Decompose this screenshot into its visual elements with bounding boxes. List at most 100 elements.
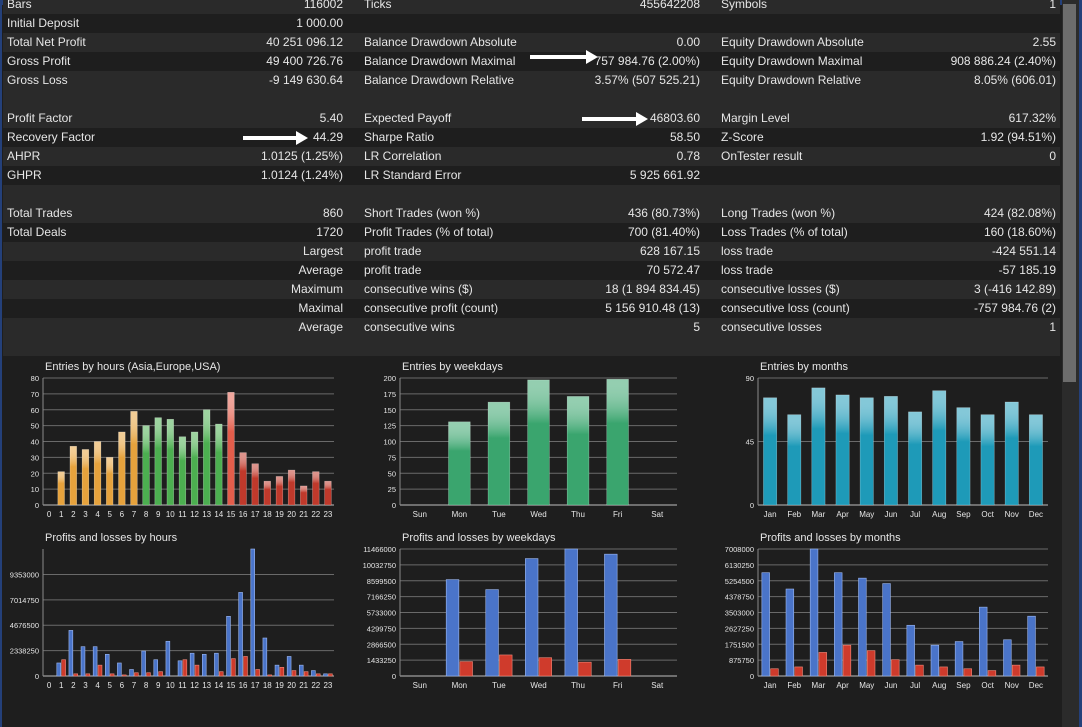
entries-bar-highlight xyxy=(932,390,947,506)
x-tick-label: Dec xyxy=(1029,681,1043,690)
x-tick-label: 4 xyxy=(95,510,100,519)
profit-bar xyxy=(214,652,219,677)
x-tick-label: 23 xyxy=(323,510,332,519)
stat-label: Gross Profit xyxy=(7,54,71,68)
stats-row: Gross Loss -9 149 630.64 Balance Drawdown … xyxy=(3,71,1060,90)
x-tick-label: Jan xyxy=(764,681,777,690)
x-tick-label: 2 xyxy=(71,681,76,690)
loss-bar xyxy=(328,673,333,677)
x-tick-label: May xyxy=(859,681,874,690)
y-tick-label: 150 xyxy=(383,406,396,415)
x-tick-label: Oct xyxy=(981,510,994,519)
stat-label: Balance Drawdown Absolute xyxy=(364,35,517,49)
stat-label: Ticks xyxy=(364,0,392,11)
x-tick-label: Mon xyxy=(452,510,468,519)
loss-bar xyxy=(578,661,592,677)
x-tick-label: May xyxy=(859,510,874,519)
loss-bar xyxy=(219,671,224,677)
stat-value: 0.78 xyxy=(676,149,700,163)
x-tick-label: 12 xyxy=(190,681,199,690)
y-tick-label: 4676500 xyxy=(10,621,39,630)
y-tick-label: 1751500 xyxy=(725,640,754,649)
x-tick-label: 5 xyxy=(107,510,112,519)
stat-value: 1720 xyxy=(316,225,343,239)
y-tick-label: 2627250 xyxy=(725,624,754,633)
entries-bar-highlight xyxy=(275,476,284,506)
profit-bar xyxy=(68,630,74,677)
loss-bar xyxy=(866,650,876,677)
profit-bar xyxy=(882,583,891,677)
profit-bar xyxy=(250,548,255,677)
x-tick-label: Wed xyxy=(530,681,546,690)
profit-bar xyxy=(954,641,964,677)
profit-bar xyxy=(153,659,158,677)
stat-label: Equity Drawdown Relative xyxy=(721,73,862,87)
stat-label: profit trade xyxy=(364,263,422,277)
x-tick-label: 10 xyxy=(166,681,175,690)
loss-bar xyxy=(85,673,91,677)
stat-label: Profit Factor xyxy=(7,111,73,125)
stat-value: 617.32% xyxy=(1008,111,1056,125)
stat-value: 628 167.15 xyxy=(639,244,700,258)
stat-value: -57 185.19 xyxy=(998,263,1056,277)
y-tick-label: 125 xyxy=(383,422,396,431)
entries-bar-highlight xyxy=(908,411,923,506)
y-tick-label: 50 xyxy=(31,422,39,431)
x-tick-label: Sun xyxy=(413,681,427,690)
stat-label: GHPR xyxy=(7,168,42,182)
loss-bar xyxy=(794,666,803,677)
window-left-border xyxy=(0,0,2,727)
profit-bar xyxy=(858,577,867,677)
x-tick-label: 21 xyxy=(299,681,308,690)
stat-value: 0 xyxy=(1049,149,1056,163)
y-tick-label: 0 xyxy=(750,672,754,681)
y-tick-label: 8599500 xyxy=(367,577,396,586)
stat-value: 860 xyxy=(322,206,343,220)
scrollbar-thumb[interactable] xyxy=(1063,4,1076,382)
stat-value: 116002 xyxy=(303,0,343,11)
entries-bar-highlight xyxy=(118,431,126,506)
entries-bar-highlight xyxy=(69,445,77,506)
entries-bar-highlight xyxy=(263,480,271,506)
stat-value: 1.92 (94.51%) xyxy=(980,130,1056,144)
x-tick-label: Oct xyxy=(981,681,994,690)
y-tick-label: 9353000 xyxy=(10,570,39,579)
stat-value: 3 (-416 142.89) xyxy=(973,282,1056,296)
y-tick-label: 6130250 xyxy=(725,561,754,570)
chart-title: Profits and losses by months xyxy=(760,532,901,544)
x-tick-label: 4 xyxy=(95,681,100,690)
stat-value: 436 (80.73%) xyxy=(627,206,700,220)
stats-row: Profit Factor 5.40 Expected Payoff 46803.60… xyxy=(3,109,1060,128)
x-tick-label: 14 xyxy=(214,510,223,519)
entries-bar-highlight xyxy=(190,431,199,506)
chart-title: Entries by hours (Asia,Europe,USA) xyxy=(45,361,221,373)
stat-value: 3.57% (507 525.21) xyxy=(594,73,700,87)
y-tick-label: 45 xyxy=(746,438,754,447)
profit-bar xyxy=(56,662,61,677)
entries-bar-highlight xyxy=(1004,401,1019,506)
x-tick-label: 2 xyxy=(71,510,76,519)
stat-label: Z-Score xyxy=(721,130,764,144)
y-tick-label: 50 xyxy=(388,469,396,478)
stat-value: 5 xyxy=(693,320,700,334)
stat-value: -424 551.14 xyxy=(991,244,1056,258)
x-tick-label: Fri xyxy=(613,510,623,519)
profit-bar xyxy=(286,656,292,677)
x-tick-label: 3 xyxy=(83,681,88,690)
x-tick-label: Apr xyxy=(836,510,849,519)
loss-bar xyxy=(267,674,272,677)
entries-bar-highlight xyxy=(606,378,629,506)
y-tick-label: 40 xyxy=(31,438,39,447)
loss-bar xyxy=(891,659,900,677)
loss-bar xyxy=(1011,664,1021,677)
entries-bar-highlight xyxy=(980,414,995,506)
stat-value: 18 (1 894 834.45) xyxy=(605,282,700,296)
x-tick-label: Thu xyxy=(571,681,585,690)
chart-entries-weekdays: 0 25 50 75 100 125 150 175 200 Sun Mon Tue Wed Thu Fri… xyxy=(383,374,677,519)
profit-bar xyxy=(299,664,304,677)
stats-row: Average consecutive wins 5 consecutive loss… xyxy=(3,318,1060,337)
profit-bar xyxy=(834,572,843,677)
loss-bar xyxy=(291,670,297,677)
profit-bar xyxy=(274,664,280,677)
